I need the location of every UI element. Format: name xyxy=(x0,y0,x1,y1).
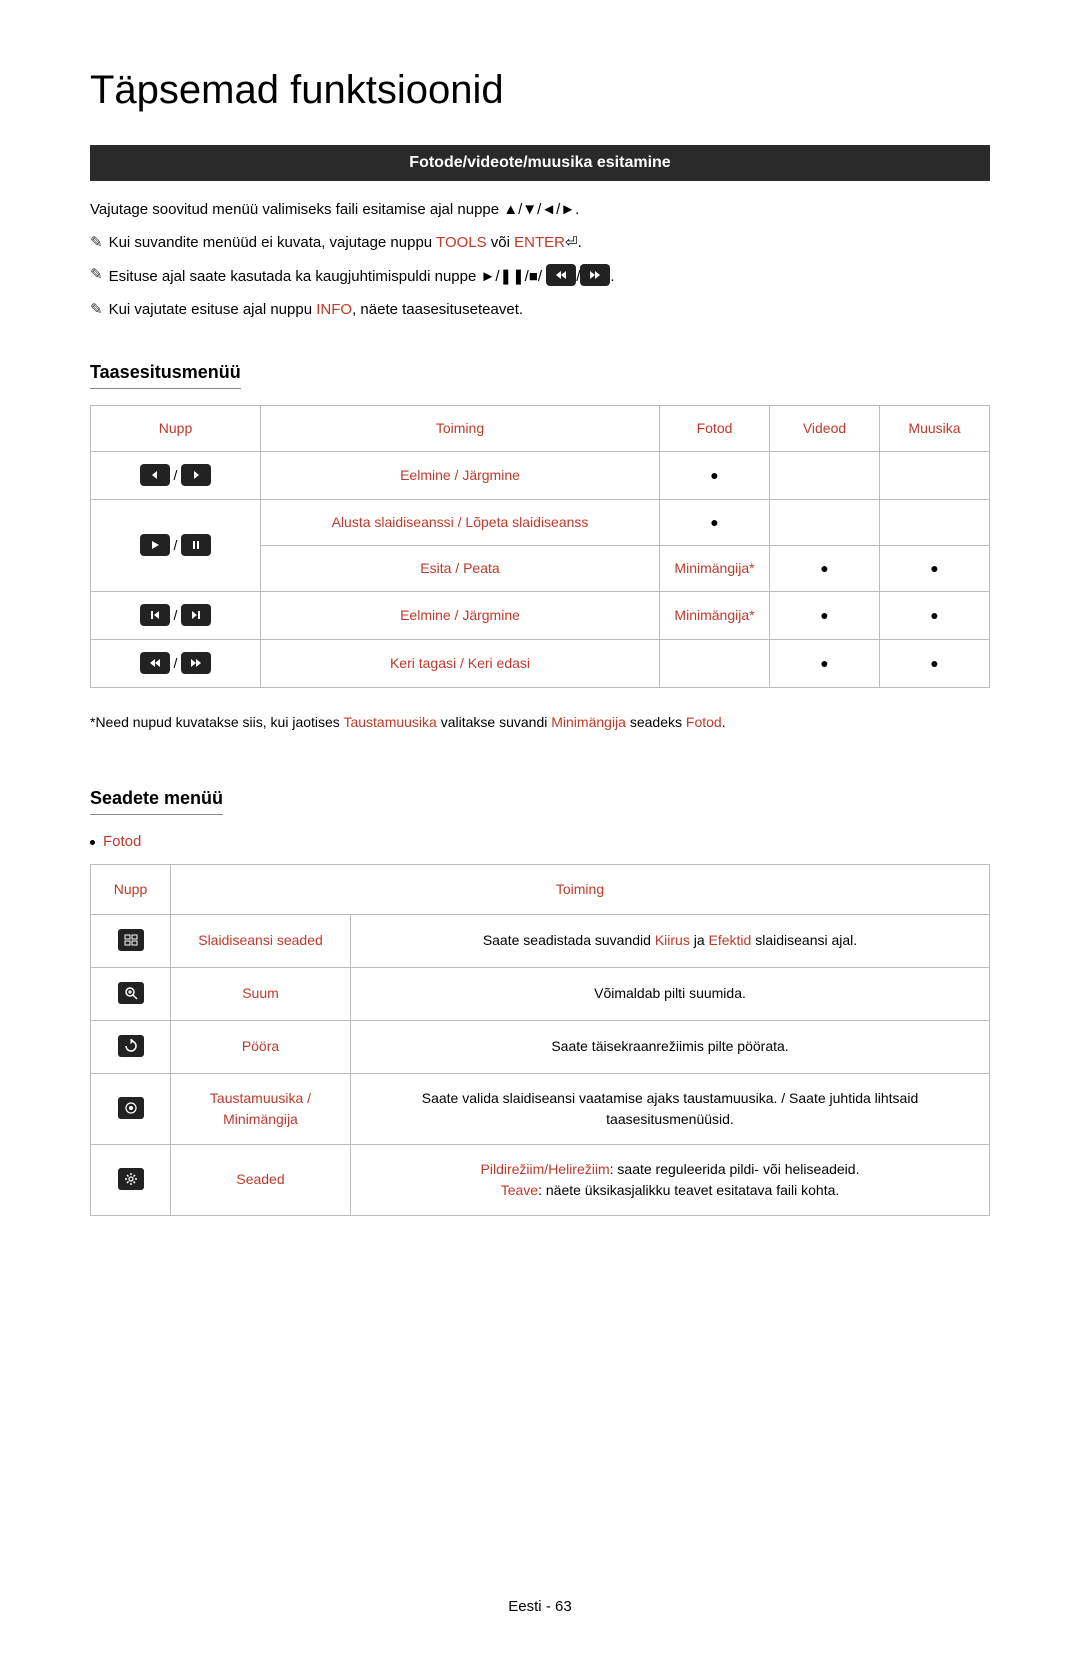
pause-icon xyxy=(181,534,211,556)
row-desc: Saate valida slaidiseansi vaatamise ajak… xyxy=(351,1073,990,1144)
table-row: Pööra Saate täisekraanrežiimis pilte pöö… xyxy=(91,1020,990,1073)
settings-table: Nupp Toiming Slaidiseansi seaded Saate s… xyxy=(90,864,990,1216)
action-cell: Esita / Peata xyxy=(261,546,660,592)
row-label: Pööra xyxy=(171,1020,351,1073)
skip-next-icon xyxy=(181,604,211,626)
slideshow-settings-icon xyxy=(118,929,144,951)
note-1: ✎ Kui suvandite menüüd ei kuvata, vajuta… xyxy=(90,232,990,255)
arrow-keys: ▲/▼/◄/► xyxy=(503,201,575,218)
col-action: Toiming xyxy=(261,406,660,452)
tools-label: TOOLS xyxy=(436,234,487,251)
row-desc: Võimaldab pilti suumida. xyxy=(351,967,990,1020)
table-row: Taustamuusika / Minimängija Saate valida… xyxy=(91,1073,990,1144)
skip-prev-icon xyxy=(140,604,170,626)
rotate-icon xyxy=(118,1035,144,1057)
intro-text: Vajutage soovitud menüü valimiseks faili… xyxy=(90,201,503,218)
rewind-icon xyxy=(546,264,576,286)
bullet-photos: Fotod xyxy=(90,831,990,854)
col-videos: Videod xyxy=(770,406,880,452)
table-row: Seaded Pildirežiim/Helirežiim: saate reg… xyxy=(91,1144,990,1215)
col-action: Toiming xyxy=(171,864,990,914)
col-button: Nupp xyxy=(91,864,171,914)
playback-table: Nupp Toiming Fotod Videod Muusika / Eelm… xyxy=(90,405,990,688)
row-label: Seaded xyxy=(171,1144,351,1215)
dot-cell: ● xyxy=(660,500,770,546)
footnote: *Need nupud kuvatakse siis, kui jaotises… xyxy=(90,712,990,733)
action-cell: Alusta slaidiseanssi / Lõpeta slaidisean… xyxy=(261,500,660,546)
col-music: Muusika xyxy=(880,406,990,452)
note-icon: ✎ xyxy=(90,232,103,255)
bullet-icon xyxy=(90,840,95,845)
row-desc: Saate täisekraanrežiimis pilte pöörata. xyxy=(351,1020,990,1073)
miniplayer-cell: Minimängija* xyxy=(660,546,770,592)
row-label: Taustamuusika / Minimängija xyxy=(171,1073,351,1144)
dot-cell: ● xyxy=(660,452,770,500)
note-3: ✎ Kui vajutate esituse ajal nuppu INFO, … xyxy=(90,299,990,322)
play-icon xyxy=(140,534,170,556)
page-footer: Eesti - 63 xyxy=(90,1596,990,1619)
playback-heading: Taasesitusmenüü xyxy=(90,359,241,389)
table-row: / Keri tagasi / Keri edasi ● ● xyxy=(91,640,990,688)
music-icon xyxy=(118,1097,144,1119)
col-button: Nupp xyxy=(91,406,261,452)
fastfwd-icon xyxy=(181,652,211,674)
table-row: Suum Võimaldab pilti suumida. xyxy=(91,967,990,1020)
action-cell: Eelmine / Järgmine xyxy=(261,452,660,500)
miniplayer-cell: Minimängija* xyxy=(660,592,770,640)
gear-icon xyxy=(118,1168,144,1190)
row-desc: Saate seadistada suvandid Kiirus ja Efek… xyxy=(351,914,990,967)
table-row: Slaidiseansi seaded Saate seadistada suv… xyxy=(91,914,990,967)
zoom-icon xyxy=(118,982,144,1004)
row-label: Slaidiseansi seaded xyxy=(171,914,351,967)
section-bar: Fotode/videote/muusika esitamine xyxy=(90,145,990,181)
action-cell: Eelmine / Järgmine xyxy=(261,592,660,640)
rewind-icon xyxy=(140,652,170,674)
table-row: / Alusta slaidiseanssi / Lõpeta slaidise… xyxy=(91,500,990,546)
table-row: / Eelmine / Järgmine ● xyxy=(91,452,990,500)
footer-page: 63 xyxy=(555,1598,572,1615)
settings-heading: Seadete menüü xyxy=(90,785,223,815)
right-icon xyxy=(181,464,211,486)
note-icon: ✎ xyxy=(90,264,103,287)
note-2: ✎ Esituse ajal saate kasutada ka kaugjuh… xyxy=(90,264,990,289)
intro-line-1: Vajutage soovitud menüü valimiseks faili… xyxy=(90,199,990,222)
row-desc: Pildirežiim/Helirežiim: saate reguleerid… xyxy=(351,1144,990,1215)
bullet-label: Fotod xyxy=(103,831,141,854)
intro-block: Vajutage soovitud menüü valimiseks faili… xyxy=(90,199,990,321)
action-cell: Keri tagasi / Keri edasi xyxy=(261,640,660,688)
col-photos: Fotod xyxy=(660,406,770,452)
row-label: Suum xyxy=(171,967,351,1020)
note-icon: ✎ xyxy=(90,299,103,322)
fastfwd-icon xyxy=(580,264,610,286)
enter-icon: ⏎ xyxy=(565,234,578,251)
page-title: Täpsemad funktsioonid xyxy=(90,60,990,120)
info-label: INFO xyxy=(316,301,352,318)
enter-label: ENTER xyxy=(514,234,565,251)
left-icon xyxy=(140,464,170,486)
footer-lang: Eesti xyxy=(508,1598,541,1615)
table-row: / Eelmine / Järgmine Minimängija* ● ● xyxy=(91,592,990,640)
